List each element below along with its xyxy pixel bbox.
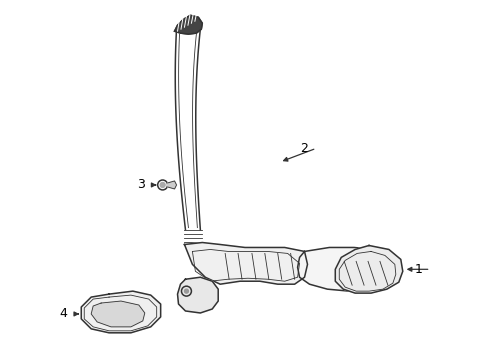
Polygon shape — [297, 247, 400, 291]
Polygon shape — [174, 15, 202, 34]
Polygon shape — [81, 291, 161, 333]
Polygon shape — [177, 277, 218, 313]
Text: 2: 2 — [300, 142, 308, 155]
Polygon shape — [167, 181, 176, 189]
Text: 4: 4 — [60, 307, 67, 320]
Text: 1: 1 — [414, 263, 422, 276]
Circle shape — [184, 289, 188, 293]
Polygon shape — [184, 243, 307, 284]
Polygon shape — [91, 301, 144, 327]
Circle shape — [160, 183, 165, 188]
Polygon shape — [335, 246, 402, 293]
Text: 3: 3 — [137, 179, 144, 192]
